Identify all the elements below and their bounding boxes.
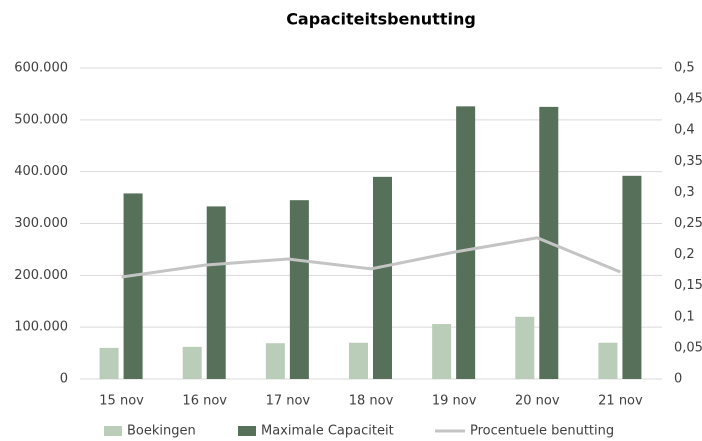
- y2-tick-label: 0,3: [674, 185, 695, 200]
- x-tick-label: 20 nov: [515, 394, 560, 409]
- legend-swatch: [104, 426, 122, 436]
- bar: [182, 346, 202, 379]
- y2-tick-label: 0,35: [674, 154, 702, 169]
- bar: [598, 342, 618, 379]
- bar: [99, 347, 119, 379]
- bar: [349, 342, 368, 379]
- y2-tick-label: 0,25: [674, 216, 702, 231]
- y-tick-label: 400.000: [14, 164, 68, 179]
- x-tick-label: 19 nov: [432, 394, 477, 409]
- legend-label: Procentuele benutting: [470, 424, 614, 439]
- y-tick-label: 0: [60, 372, 68, 387]
- legend-swatch: [238, 426, 256, 436]
- y-tick-label: 300.000: [14, 216, 68, 231]
- x-tick-label: 17 nov: [266, 394, 311, 409]
- y-tick-label: 100.000: [14, 320, 68, 335]
- y2-tick-label: 0: [674, 372, 682, 387]
- y2-tick-label: 0,45: [674, 92, 702, 107]
- y-tick-label: 500.000: [14, 112, 68, 127]
- y2-tick-label: 0,05: [674, 340, 702, 355]
- y-tick-label: 600.000: [14, 61, 68, 76]
- legend-label: Boekingen: [127, 424, 196, 439]
- bar: [289, 200, 309, 379]
- y2-tick-label: 0,1: [674, 309, 695, 324]
- y2-tick-label: 0,5: [674, 61, 695, 76]
- x-tick-label: 21 nov: [598, 394, 643, 409]
- bar: [622, 175, 642, 379]
- bar: [206, 206, 226, 379]
- bar: [432, 324, 452, 379]
- bar: [265, 343, 285, 379]
- y2-tick-label: 0,2: [674, 247, 695, 262]
- bar: [515, 316, 535, 379]
- x-tick-label: 15 nov: [99, 394, 144, 409]
- x-tick-label: 18 nov: [349, 394, 394, 409]
- bar: [123, 193, 143, 379]
- legend-label: Maximale Capaciteit: [261, 424, 394, 439]
- line: [121, 236, 621, 279]
- bar: [373, 176, 392, 379]
- x-tick-label: 16 nov: [182, 394, 227, 409]
- y-tick-label: 200.000: [14, 268, 68, 283]
- bar: [456, 106, 476, 380]
- y2-tick-label: 0,4: [674, 123, 695, 138]
- chart-title: Capaciteitsbenutting: [286, 10, 476, 29]
- y2-tick-label: 0,15: [674, 278, 702, 293]
